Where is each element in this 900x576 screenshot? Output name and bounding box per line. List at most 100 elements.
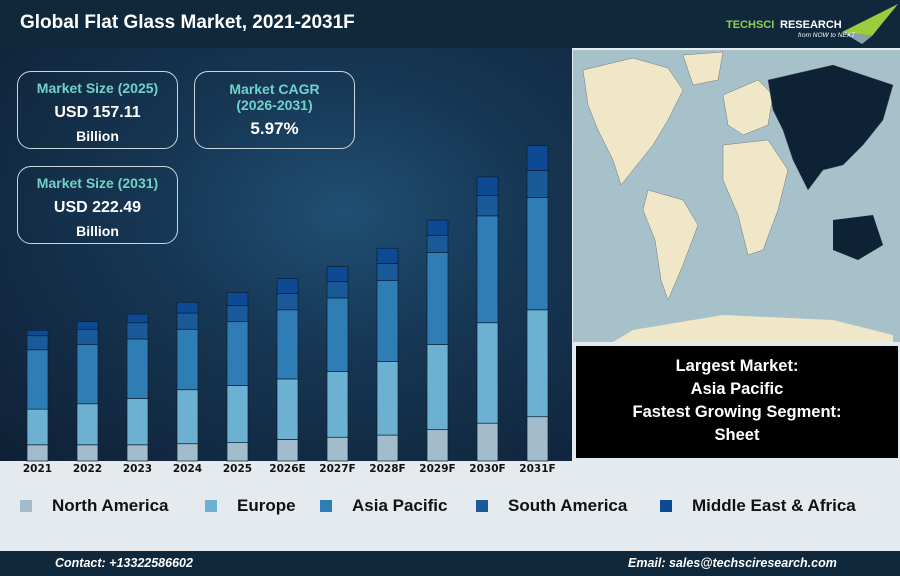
bar-segment-middle-east-africa-2028F [376,247,399,264]
footer: Contact: +13322586602 Email: sales@techs… [0,551,900,576]
bar-segment-south-america-2025 [226,305,249,323]
card-label: Market CAGR [229,81,320,97]
bar-segment-north-america-2028F [376,434,399,462]
svg-text:TECHSCI: TECHSCI [726,19,774,31]
legend-item: Asia Pacific [320,496,447,516]
bar-segment-europe-2028F [376,361,399,436]
bar-segment-north-america-2024 [176,443,199,462]
bar-segment-middle-east-africa-2026E [276,278,299,294]
bar-segment-asia-pacific-2024 [176,328,199,391]
bar-segment-south-america-2030F [476,194,499,217]
card-value: 5.97% [250,119,299,138]
bar-segment-north-america-2031F [526,416,549,462]
legend-label: Asia Pacific [352,496,448,515]
x-tick-label: 2025 [223,463,252,475]
card-unit: Billion [76,128,119,144]
contact-email: Email: sales@techsciresearch.com [628,556,837,570]
bar-segment-asia-pacific-2030F [476,215,499,324]
bar-segment-middle-east-africa-2031F [526,145,549,171]
bar-segment-north-america-2030F [476,422,499,462]
svg-text:from NOW to NEXT: from NOW to NEXT [798,32,856,39]
fastest-segment-label: Fastest Growing Segment: [632,403,842,421]
x-axis-band [0,461,572,478]
legend-label: South America [508,496,628,515]
x-tick-label: 2022 [73,463,102,475]
bar-segment-asia-pacific-2021 [26,349,49,410]
legend-item: South America [476,496,627,516]
card-value: USD 222.49 [53,199,142,216]
legend-label: Middle East & Africa [692,496,856,515]
bar-segment-south-america-2023 [126,322,149,340]
fastest-segment-value: Sheet [714,426,760,444]
bar-segment-europe-2029F [426,344,449,431]
x-tick-label: 2021 [23,463,52,475]
bar-segment-europe-2022 [76,403,99,446]
stacked-bar-chart: 2021 2022 2023 2024 2025 2026E 2027F 2028F 2029F… [0,145,572,478]
x-tick-label: 2029F [419,463,455,475]
bar-segment-asia-pacific-2029F [426,252,449,345]
x-tick-label: 2026E [269,463,305,475]
card-unit: Billion [76,223,119,239]
svg-text:RESEARCH: RESEARCH [780,19,842,31]
bar-segment-middle-east-africa-2025 [226,292,249,306]
south-america [642,189,699,301]
bar-segment-asia-pacific-2023 [126,338,149,399]
bar-segment-south-america-2022 [76,328,99,345]
bar-segment-asia-pacific-2022 [76,344,99,405]
page-title: Global Flat Glass Market, 2021-2031F [20,12,355,33]
bar-segment-north-america-2021 [26,444,49,462]
bar-segment-europe-2027F [326,371,349,438]
card-label: Market Size (2031) [36,175,159,191]
bar-segment-north-america-2023 [126,444,149,462]
x-tick-label: 2030F [469,463,505,475]
bar-segment-europe-2023 [126,398,149,446]
bar-segment-middle-east-africa-2029F [426,219,449,236]
bar-segment-europe-2031F [526,309,549,418]
legend-item: North America [20,496,169,516]
market-size-2031-card: Market Size (2031) USD 222.49 Billion [17,166,178,244]
x-tick-label: 2031F [519,463,555,475]
asia-pacific [767,64,894,191]
antarctica [613,315,893,342]
card-period: (2026-2031) [236,97,313,113]
largest-market-label: Largest Market: [675,357,799,375]
bar-segment-europe-2024 [176,389,199,445]
bar-segment-south-america-2024 [176,312,199,330]
bar-segment-asia-pacific-2027F [326,297,349,372]
legend-swatch [320,500,332,512]
europe [722,79,774,136]
legend-swatch [205,500,217,512]
bar-segment-middle-east-africa-2024 [176,301,199,314]
africa [722,139,789,256]
bar-segment-middle-east-africa-2021 [26,329,49,337]
bar-segment-asia-pacific-2031F [526,197,549,311]
bar-segment-south-america-2027F [326,281,349,299]
x-tick-label: 2023 [123,463,152,475]
bar-segment-europe-2030F [476,322,499,424]
x-tick-label: 2028F [369,463,405,475]
bar-segment-north-america-2025 [226,442,249,462]
legend-item: Europe [205,496,296,516]
market-size-2025-card: Market Size (2025) USD 157.11 Billion [17,71,178,149]
bar-segment-europe-2025 [226,385,249,443]
legend-label: Europe [237,496,296,515]
world-map [573,50,900,342]
bar-segment-europe-2021 [26,408,49,446]
bar-segment-middle-east-africa-2022 [76,321,99,330]
market-cagr-card: Market CAGR (2026-2031) 5.97% [194,71,355,149]
bar-segment-asia-pacific-2025 [226,321,249,386]
key-insights-box: Largest Market: Asia Pacific Fastest Gro… [576,346,898,458]
north-america [582,57,684,186]
bar-segment-north-america-2026E [276,439,299,462]
bar-segment-south-america-2028F [376,263,399,281]
largest-market-value: Asia Pacific [690,380,784,398]
chart-legend: North America Europe Asia Pacific South Ame… [0,496,900,526]
bar-segment-europe-2026E [276,378,299,440]
techsci-logo: TECHSCI RESEARCH from NOW to NEXT [726,4,898,44]
contact-phone: Contact: +13322586602 [55,556,193,570]
australia [833,215,883,260]
bar-segment-south-america-2031F [526,170,549,198]
legend-swatch [476,500,488,512]
legend-item: Middle East & Africa [660,496,856,516]
legend-swatch [20,500,32,512]
